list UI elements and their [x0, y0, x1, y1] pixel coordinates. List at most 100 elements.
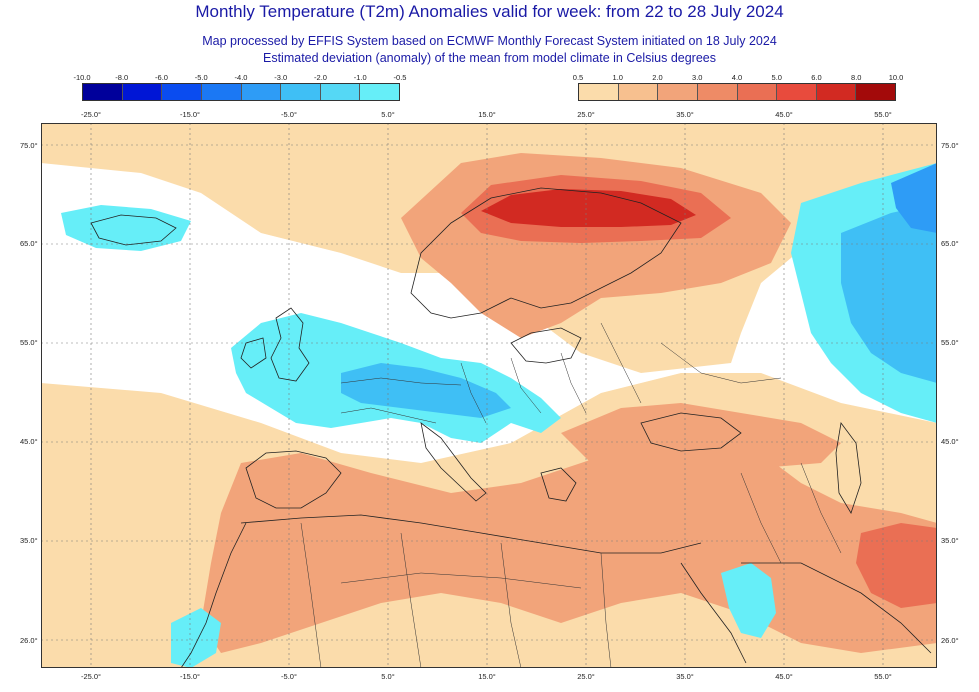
legend-tick-label: -3.0 — [274, 73, 288, 82]
lat-label-left: 65.0° — [20, 239, 38, 248]
legend-tick-label: -10.0 — [73, 73, 91, 82]
legend-swatch — [618, 84, 659, 100]
graticule — [41, 123, 937, 668]
legend-tick-label: -2.0 — [314, 73, 327, 82]
legend-swatch — [162, 84, 202, 100]
legend-warm-ticks: 0.5 1.0 2.0 3.0 4.0 5.0 6.0 8.0 10.0 — [573, 73, 904, 83]
legend-cold-ticks: -10.0 -8.0 -6.0 -5.0 -4.0 -3.0 -2.0 -1.0 -0.5 — [73, 73, 406, 83]
legend-tick-label: -8.0 — [115, 73, 129, 82]
lon-label: 15.0° — [478, 672, 496, 681]
lat-label-right: 75.0° — [941, 141, 959, 150]
legend-tick-label: 2.0 — [652, 73, 663, 82]
anomaly-map — [41, 123, 937, 668]
coastline-scandinavia — [410, 187, 682, 319]
coastline-iceland — [90, 214, 177, 246]
legend-swatch — [201, 84, 242, 100]
lon-label: 55.0° — [874, 110, 892, 119]
cold-anomaly-russia-strong — [891, 163, 937, 233]
lon-label: -25.0° — [80, 110, 102, 119]
legend-tick-label: 10.0 — [888, 73, 904, 82]
legend-swatch — [579, 84, 619, 100]
legend-warm-colorbar — [578, 83, 896, 101]
legend-swatch — [777, 84, 817, 100]
lon-label: 5.0° — [381, 110, 395, 119]
legend-swatch — [697, 84, 738, 100]
coastline-iberia — [245, 450, 342, 509]
legend-tick-label: -4.0 — [234, 73, 248, 82]
coastline-uk — [270, 307, 310, 382]
legend-tick-label: 1.0 — [612, 73, 623, 82]
legend-tick-label: -5.0 — [194, 73, 208, 82]
lon-label: -15.0° — [179, 672, 201, 681]
warm-anomaly-east-strong — [856, 523, 937, 608]
lat-label-right: 45.0° — [941, 437, 959, 446]
lat-label-right: 65.0° — [941, 239, 959, 248]
lat-label-left: 26.0° — [20, 636, 38, 645]
legend-swatch — [360, 84, 399, 100]
country-borders — [300, 322, 842, 668]
coastlines — [90, 187, 932, 668]
legend-swatch — [281, 84, 321, 100]
coastline-mediterranean-south — [240, 514, 702, 554]
legend-swatch — [816, 84, 857, 100]
cold-anomaly-west-africa — [171, 608, 221, 668]
lon-label: -5.0° — [281, 672, 297, 681]
legend-swatch — [320, 84, 361, 100]
cold-anomaly-arabia — [721, 563, 776, 638]
lat-label-right: 55.0° — [941, 338, 959, 347]
map-title: Monthly Temperature (T2m) Anomalies vali… — [195, 2, 784, 21]
warm-anomaly-balkans-turkey — [561, 403, 841, 468]
legend-swatch — [737, 84, 778, 100]
legend-tick-label: 5.0 — [771, 73, 782, 82]
legend-tick-label: 8.0 — [851, 73, 862, 82]
legend-swatch — [122, 84, 163, 100]
cold-anomaly-central-europe-core — [341, 363, 511, 418]
legend-tick-label: -1.0 — [353, 73, 367, 82]
lat-label-right: 26.0° — [941, 636, 959, 645]
lat-label-left: 45.0° — [20, 437, 38, 446]
coastline-caspian — [835, 422, 862, 514]
legend-swatch — [83, 84, 123, 100]
legend-tick-label: 4.0 — [731, 73, 743, 82]
lon-label: 45.0° — [775, 110, 793, 119]
lat-label-left: 55.0° — [20, 338, 38, 347]
lon-label: -5.0° — [281, 110, 297, 119]
lon-label: 45.0° — [775, 672, 793, 681]
lat-label-right: 35.0° — [941, 536, 959, 545]
lat-label-left: 35.0° — [20, 536, 38, 545]
lon-label: 25.0° — [577, 672, 595, 681]
legend-tick-label: -6.0 — [155, 73, 168, 82]
map-subtitle-units: Estimated deviation (anomaly) of the mea… — [263, 51, 716, 65]
legend-cold-colorbar — [82, 83, 400, 101]
coastline-west-africa — [180, 522, 247, 668]
lon-labels-bottom: -25.0° -15.0° -5.0° 5.0° 15.0° 25.0° 35.… — [0, 672, 979, 682]
legend-tick-label: 6.0 — [811, 73, 822, 82]
cold-anomaly-russia-core — [841, 203, 937, 383]
lon-label: 35.0° — [676, 110, 694, 119]
lon-label: -25.0° — [80, 672, 102, 681]
hot-anomaly-lapland — [481, 189, 696, 227]
legend-swatch — [658, 84, 698, 100]
lat-label-left: 75.0° — [20, 141, 38, 150]
lon-label: 55.0° — [874, 672, 892, 681]
lon-label: 35.0° — [676, 672, 694, 681]
lon-label: 15.0° — [478, 110, 496, 119]
legend-warm-anomaly: 0.5 1.0 2.0 3.0 4.0 5.0 6.0 8.0 10.0 — [573, 73, 904, 101]
anomaly-map-svg — [41, 123, 937, 668]
coastline-greece — [540, 467, 577, 502]
coastline-red-sea — [680, 562, 747, 664]
legend-tick-label: 0.5 — [572, 73, 584, 82]
legend-tick-label: 3.0 — [692, 73, 703, 82]
coastline-black-sea — [640, 412, 742, 452]
legend-tick-label: -0.5 — [393, 73, 407, 82]
map-frame — [41, 123, 937, 668]
lon-label: 5.0° — [381, 672, 395, 681]
legend-cold-anomaly: -10.0 -8.0 -6.0 -5.0 -4.0 -3.0 -2.0 -1.0 -0.5 — [73, 73, 406, 101]
legend-swatch — [856, 84, 895, 100]
lon-labels-top: -25.0° -15.0° -5.0° 5.0° 15.0° 25.0° 35.… — [0, 110, 979, 120]
coastline-baltic — [510, 327, 582, 364]
lon-label: 25.0° — [577, 110, 595, 119]
coastline-ireland — [240, 337, 267, 369]
lon-label: -15.0° — [179, 110, 201, 119]
legend-swatch — [241, 84, 282, 100]
